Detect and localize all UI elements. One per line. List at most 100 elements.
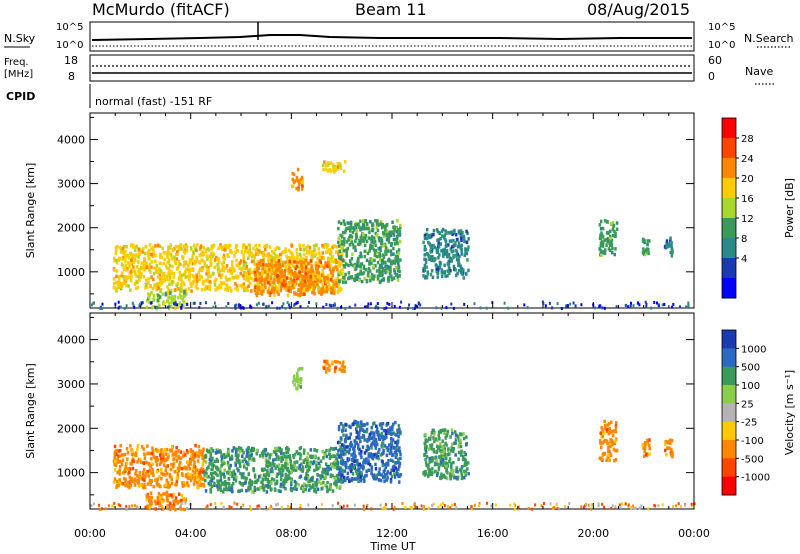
velocity-pixel: [478, 504, 481, 508]
power-pixel: [454, 232, 458, 237]
power-pixel: [268, 286, 271, 291]
power-pixel: [331, 273, 335, 278]
velocity-pixel: [374, 446, 378, 450]
power-pixel: [215, 258, 219, 262]
velocity-pixel: [128, 485, 131, 490]
power-pixel: [150, 252, 154, 257]
power-pixel: [261, 266, 264, 271]
velocity-pixel: [227, 485, 231, 490]
velocity-pixel: [187, 476, 190, 481]
power-pixel: [440, 229, 444, 233]
velocity-pixel: [270, 452, 273, 457]
velocity-pixel: [454, 475, 458, 480]
velocity-pixel: [154, 478, 157, 482]
power-pixel: [101, 302, 104, 306]
velocity-pixel: [432, 436, 435, 440]
velocity-pixel: [266, 477, 270, 482]
power-pixel: [189, 281, 192, 286]
power-pixel: [255, 247, 259, 252]
velocity-pixel: [627, 503, 630, 507]
velocity-pixel: [223, 480, 227, 484]
power-pixel: [385, 306, 388, 310]
power-pixel: [336, 267, 339, 272]
power-pixel: [222, 253, 226, 258]
power-pixel: [287, 248, 291, 253]
power-pixel: [252, 246, 255, 251]
power-pixel: [255, 303, 258, 307]
power-pixel: [297, 283, 301, 287]
power-pixel: [261, 258, 265, 263]
power-pixel: [242, 276, 246, 281]
velocity-pixel: [453, 503, 456, 507]
power-pixel: [256, 291, 259, 295]
power-pixel: [278, 268, 282, 272]
power-pixel: [193, 301, 196, 305]
power-pixel: [432, 243, 435, 248]
velocity-pixel: [255, 448, 259, 453]
velocity-pixel: [350, 467, 353, 471]
velocity-pixel: [414, 505, 417, 509]
power-pixel: [188, 261, 191, 265]
power-pixel: [387, 249, 390, 253]
velocity-pixel: [339, 440, 342, 444]
velocity-pixel: [302, 482, 306, 486]
power-pixel: [350, 276, 353, 280]
power-pixel: [574, 304, 577, 308]
power-pixel: [431, 255, 434, 260]
velocity-pixel: [196, 485, 199, 489]
power-pixel: [601, 244, 605, 248]
velocity-pixel: [204, 489, 208, 493]
power-pixel: [600, 219, 603, 224]
power-pixel: [118, 305, 121, 309]
power-pixel: [211, 243, 215, 248]
velocity-pixel: [358, 431, 361, 435]
power-pixel: [314, 264, 318, 268]
velocity-pixel: [315, 467, 318, 471]
velocity-pixel: [266, 471, 269, 475]
power-pixel: [436, 275, 439, 279]
velocity-pixel: [341, 506, 344, 510]
velocity-pixel: [435, 459, 438, 463]
power-pixel: [138, 269, 141, 274]
power-pixel: [657, 303, 660, 307]
power-pixel: [145, 278, 148, 282]
velocity-pixel: [197, 444, 201, 449]
power-pixel: [123, 281, 126, 286]
velocity-pixel: [184, 453, 187, 457]
power-pixel: [444, 274, 447, 278]
velocity-pixel: [323, 359, 326, 364]
velocity-pixel: [605, 427, 609, 432]
power-pixel: [250, 276, 253, 281]
power-pixel: [128, 275, 132, 279]
power-pixel: [148, 292, 152, 297]
power-pixel: [331, 255, 334, 259]
velocity-pixel: [434, 469, 437, 474]
power-pixel: [217, 246, 220, 251]
power-pixel: [601, 235, 605, 239]
velocity-pixel: [219, 467, 222, 472]
power-pixel: [148, 284, 152, 289]
power-pixel: [236, 288, 239, 292]
power-pixel: [323, 286, 327, 291]
velocity-pixel: [229, 463, 232, 468]
velocity-pixel: [293, 486, 297, 490]
power-pixel: [392, 237, 396, 242]
power-pixel: [389, 266, 392, 270]
velocity-pixel: [209, 448, 212, 452]
velocity-pixel: [205, 474, 208, 478]
velocity-pixel: [278, 446, 281, 450]
velocity-pixel: [391, 459, 395, 463]
power-pixel: [395, 236, 399, 240]
velocity-pixel: [200, 453, 204, 457]
velocity-pixel: [316, 478, 319, 482]
velocity-pixel: [290, 470, 293, 474]
velocity-pixel: [423, 453, 426, 457]
velocity-pixel: [164, 492, 167, 496]
velocity-pixel: [426, 474, 430, 478]
velocity-pixel: [427, 467, 430, 471]
power-pixel: [370, 258, 374, 262]
power-pixel: [345, 262, 348, 266]
velocity-pixel: [181, 507, 184, 511]
velocity-pixel: [156, 498, 160, 503]
power-pixel: [258, 243, 261, 248]
